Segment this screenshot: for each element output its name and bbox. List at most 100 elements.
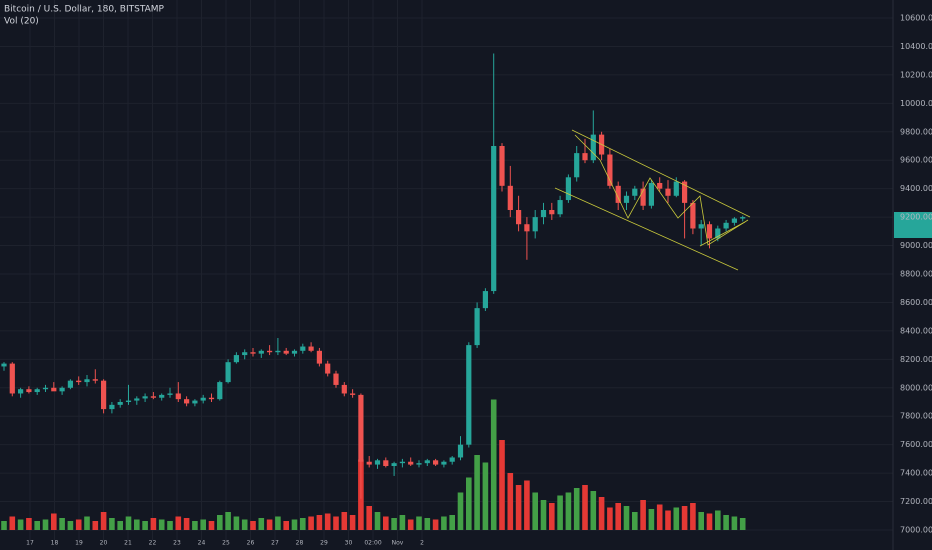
candle-body xyxy=(117,402,123,405)
volume-bar xyxy=(739,518,746,530)
y-tick-label: 8600.00 xyxy=(900,298,932,307)
candle-body xyxy=(457,444,464,458)
candle-body xyxy=(590,134,596,161)
candle-body xyxy=(225,362,231,383)
candle-body xyxy=(34,389,40,393)
volume-bar xyxy=(424,518,431,530)
price-axis: 7000.00 7200.00 7400.00 7600.00 7800.00 8000.… xyxy=(26,14,932,547)
candle-body xyxy=(449,457,455,462)
candle-body xyxy=(574,153,580,178)
x-tick-label: Nov xyxy=(392,540,404,547)
volume-bar xyxy=(258,518,265,530)
volume-bar xyxy=(391,518,397,530)
y-tick-label: 10600.00 xyxy=(900,14,932,23)
volume-bar xyxy=(441,516,447,530)
volume-bar xyxy=(183,518,190,530)
volume-bar xyxy=(324,513,331,530)
x-tick-label: 2 xyxy=(420,540,424,547)
candle-body xyxy=(615,185,621,203)
x-tick-label: 19 xyxy=(75,540,83,547)
volume-bar xyxy=(399,515,406,530)
volume-bar xyxy=(532,492,538,530)
volume-bar xyxy=(731,516,738,530)
candle-body xyxy=(507,185,513,210)
volume-bar xyxy=(125,516,132,530)
trendline xyxy=(554,187,739,271)
x-tick-label: 26 xyxy=(247,540,255,547)
volume-bar xyxy=(175,516,182,530)
x-tick-label: 17 xyxy=(26,540,34,547)
candle-body xyxy=(374,460,381,465)
y-tick-label: 8400.00 xyxy=(900,326,932,335)
volume-bar xyxy=(640,500,646,530)
y-tick-label: 9200.00 xyxy=(900,213,932,222)
volume-bar xyxy=(167,521,173,530)
volume-bar xyxy=(507,473,514,530)
volume-bar xyxy=(582,485,588,530)
candle-body xyxy=(233,355,239,363)
candle-body xyxy=(657,182,663,189)
volume-bar xyxy=(607,507,613,530)
candle-body xyxy=(441,461,447,465)
volume-bar xyxy=(192,521,198,530)
volume-bar xyxy=(51,513,57,530)
x-tick-label: 21 xyxy=(124,540,132,547)
volume-bar xyxy=(266,519,273,530)
volume-bar xyxy=(515,485,522,530)
candle-body xyxy=(466,345,472,445)
volume-bar xyxy=(150,518,157,530)
volume-bar xyxy=(366,506,372,530)
candle-body xyxy=(433,460,439,465)
volume-bar xyxy=(217,515,223,530)
candle-body xyxy=(648,182,654,206)
candle-body xyxy=(499,146,505,186)
volume-bar xyxy=(26,518,32,530)
volume-bar xyxy=(598,497,605,530)
candle-body xyxy=(283,350,289,354)
volume-bar xyxy=(557,495,563,530)
candle-body xyxy=(67,380,73,388)
candle-body xyxy=(167,393,173,395)
volume-bar xyxy=(715,510,721,530)
candle-body xyxy=(9,363,15,394)
candle-body xyxy=(549,210,555,215)
volume-bar xyxy=(333,516,339,530)
volume-bar xyxy=(632,512,638,530)
volume-bar xyxy=(341,512,348,530)
x-tick-label: 20 xyxy=(100,540,108,547)
candle-body xyxy=(723,222,729,229)
candle-body xyxy=(92,379,98,381)
candle-body xyxy=(391,463,397,466)
y-tick-label: 7400.00 xyxy=(900,469,932,478)
volume-bar xyxy=(241,519,248,530)
volume-bar xyxy=(300,518,306,530)
candle-body xyxy=(474,308,480,346)
y-tick-label: 8000.00 xyxy=(900,383,932,392)
candle-body xyxy=(150,396,156,398)
volume-bar xyxy=(1,521,7,530)
x-tick-label: 28 xyxy=(296,540,304,547)
volume-bar xyxy=(573,488,580,530)
volume-bar xyxy=(706,513,713,530)
volume-bar xyxy=(225,512,231,530)
candle-body xyxy=(408,461,414,465)
candle-body xyxy=(557,200,563,215)
x-tick-label: 22 xyxy=(149,540,157,547)
y-tick-label: 7600.00 xyxy=(900,440,932,449)
candle-body xyxy=(242,352,248,356)
y-tick-label: 7000.00 xyxy=(900,526,932,535)
candle-body xyxy=(358,394,364,462)
x-tick-label: 23 xyxy=(173,540,181,547)
volume-bar xyxy=(109,518,115,530)
trendline xyxy=(699,221,746,247)
candle-body xyxy=(250,352,256,354)
candle-body xyxy=(524,224,530,232)
candle-body xyxy=(565,177,571,201)
volume-bar xyxy=(549,503,555,530)
volume-bar xyxy=(540,500,547,530)
candle-body xyxy=(416,463,422,465)
candles xyxy=(1,53,746,499)
candle-body xyxy=(482,291,488,309)
candle-body xyxy=(491,146,497,292)
